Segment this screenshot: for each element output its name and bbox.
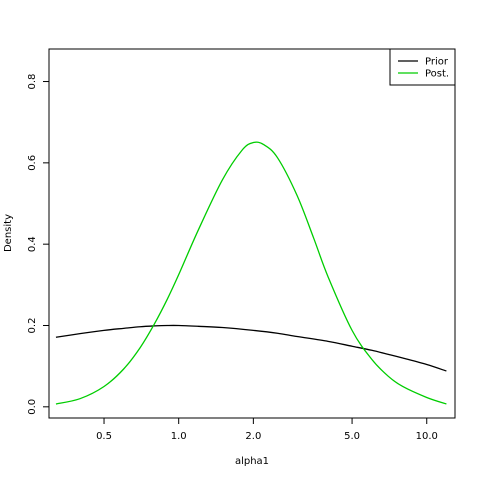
y-tick-label: 0.2 [27,318,38,334]
x-tick-label: 0.5 [96,431,112,442]
legend-label: Post. [425,69,449,80]
x-axis: 0.5 1.0 2.0 5.0 10.0 [96,418,438,442]
y-axis: 0.0 0.2 0.4 0.6 0.8 [27,74,49,415]
y-tick-label: 0.8 [27,74,38,90]
x-tick-label: 1.0 [171,431,187,442]
legend-label: Prior [425,57,449,68]
x-tick-label: 5.0 [344,431,360,442]
x-tick-label: 2.0 [245,431,261,442]
series-line-prior [55,324,447,372]
series-line-post [55,141,447,405]
x-axis-label: alpha1 [235,456,269,467]
legend-box [389,48,456,86]
plot-frame [48,48,456,419]
y-tick-label: 0.6 [27,155,38,171]
y-tick-label: 0.0 [27,399,38,415]
y-axis-label: Density [3,214,14,252]
x-tick-label: 10.0 [416,431,438,442]
plot-lines [55,141,447,405]
y-tick-label: 0.4 [27,236,38,252]
